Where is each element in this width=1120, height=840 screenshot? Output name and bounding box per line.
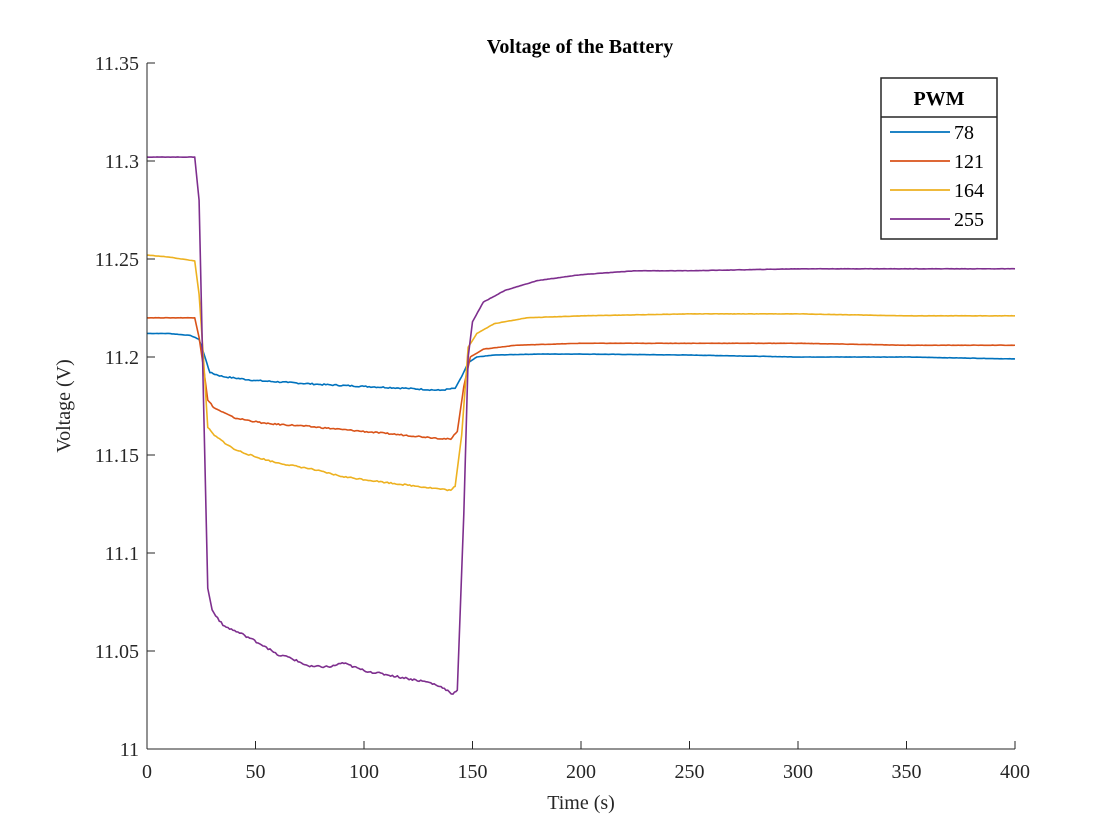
plot-area: [146, 156, 1016, 695]
y-tick-label: 11.25: [95, 249, 139, 271]
y-tick-label: 11.35: [95, 53, 139, 75]
legend: PWM 78 121 164 255: [880, 77, 998, 240]
y-tick-label: 11.3: [105, 151, 139, 173]
x-tick-label: 50: [246, 761, 266, 783]
y-axis-label: Voltage (V): [53, 359, 75, 453]
legend-box: [880, 77, 998, 240]
legend-label: 255: [954, 209, 984, 231]
legend-label: 164: [954, 180, 984, 202]
x-tick-label: 250: [675, 761, 705, 783]
y-tick-label: 11.15: [95, 445, 139, 467]
y-tick-label: 11.2: [105, 347, 139, 369]
series-line-78: [147, 332, 1016, 392]
x-tick-label: 100: [349, 761, 379, 783]
legend-label: 121: [954, 151, 984, 173]
x-axis-label: Time (s): [547, 792, 615, 814]
x-tick-label: 350: [892, 761, 922, 783]
legend-items: 78 121 164 255: [890, 122, 984, 231]
y-tick-label: 11.1: [105, 543, 139, 565]
y-tick-label: 11.05: [95, 641, 139, 663]
chart-title: Voltage of the Battery: [487, 36, 673, 58]
series-line-164: [146, 254, 1016, 492]
x-tick-label: 150: [458, 761, 488, 783]
y-axis-ticks: 11 11.05 11.1 11.15 11.2 11.25 11.3 11.35: [95, 53, 155, 761]
y-tick-label: 11: [120, 739, 139, 761]
x-axis-ticks: 0 50 100 150 200 250 300 350 400: [142, 741, 1030, 783]
series-line-121: [146, 316, 1016, 441]
legend-title: PWM: [913, 88, 964, 110]
x-tick-label: 400: [1000, 761, 1030, 783]
legend-label: 78: [954, 122, 974, 144]
series-line-255: [146, 156, 1016, 695]
x-tick-label: 0: [142, 761, 152, 783]
x-tick-label: 300: [783, 761, 813, 783]
x-tick-label: 200: [566, 761, 596, 783]
